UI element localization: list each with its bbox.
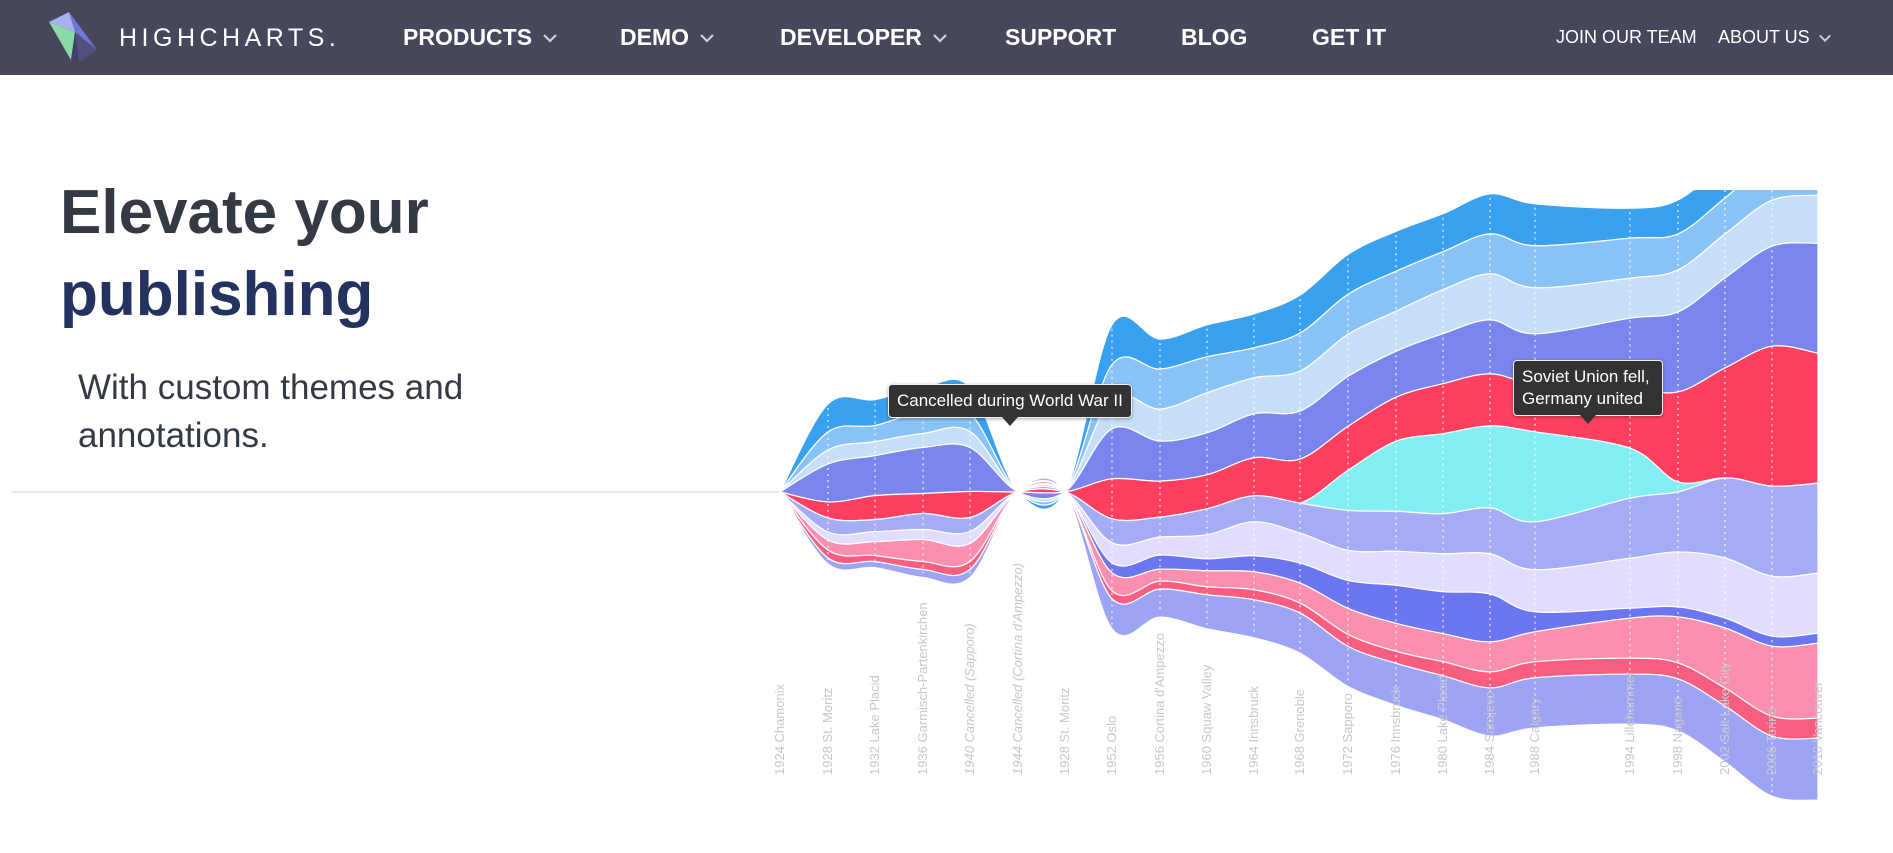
chevron-down-icon <box>1818 34 1831 42</box>
nav-get-it-label: GET IT <box>1312 24 1387 50</box>
nav-join-our-team[interactable]: JOIN OUR TEAM <box>1556 0 1697 75</box>
chevron-down-icon <box>700 33 714 43</box>
x-axis-label-22: 2010 Vancouver <box>1810 681 1825 775</box>
nav-blog-label: BLOG <box>1181 24 1248 50</box>
nav-about-us[interactable]: ABOUT US <box>1718 0 1832 75</box>
nav-demo[interactable]: DEMO <box>620 0 715 75</box>
x-axis-label-21: 2006 Torino <box>1764 707 1779 775</box>
chevron-down-icon <box>933 33 947 43</box>
x-axis-label-5: 1940 Cancelled (Sapporo) <box>962 623 977 775</box>
annotation-world-war: Cancelled during World War II <box>888 384 1132 426</box>
nav-support[interactable]: SUPPORT <box>1005 0 1116 75</box>
x-axis-label-11: 1964 Innsbruck <box>1246 686 1261 775</box>
x-axis-label-15: 1980 Lake Placid <box>1435 675 1450 775</box>
nav-demo-label: DEMO <box>620 24 689 50</box>
x-axis-label-6: 1944 Cancelled (Cortina d'Ampezzo) <box>1010 563 1025 775</box>
hero-subtitle: With custom themes and annotations. <box>78 368 464 455</box>
x-axis-label-1: 1924 Chamonix <box>772 683 787 775</box>
hero-title-line2: publishing <box>60 260 374 329</box>
annotation-soviet-union: Soviet Union fell, Germany united <box>1513 360 1663 424</box>
x-axis-label-14: 1976 Innsbruck <box>1388 686 1403 775</box>
x-axis-label-3: 1932 Lake Placid <box>867 675 882 775</box>
x-axis-label-12: 1968 Grenoble <box>1292 689 1307 775</box>
x-axis-label-8: 1952 Oslo <box>1104 716 1119 775</box>
nav-support-label: SUPPORT <box>1005 24 1117 50</box>
nav-products[interactable]: PRODUCTS <box>403 0 558 75</box>
x-axis-labels: 1924 Chamonix 1928 St. Moritz 1932 Lake Pl… <box>772 563 1825 775</box>
top-navbar: HIGHCHARTS. PRODUCTS DEMO DEVELOPER SUPP… <box>0 0 1893 75</box>
nav-about-us-label: ABOUT US <box>1718 27 1810 47</box>
x-axis-label-19: 1998 Nagano <box>1670 697 1685 775</box>
hero-title-line1: Elevate your <box>60 178 429 247</box>
x-axis-label-17: 1988 Calgary <box>1527 697 1542 775</box>
x-axis-label-20: 2002 Salt Lake City <box>1717 662 1732 775</box>
chevron-down-icon <box>543 33 557 43</box>
x-axis-label-7: 1928 St. Moritz <box>1057 688 1072 775</box>
annotation-world-war-text: Cancelled during World War II <box>897 391 1123 410</box>
nav-developer[interactable]: DEVELOPER <box>780 0 948 75</box>
nav-join-our-team-label: JOIN OUR TEAM <box>1556 27 1697 47</box>
stream-series-group <box>778 190 1819 800</box>
x-axis-label-2: 1928 St. Moritz <box>820 688 835 775</box>
highcharts-logo[interactable]: HIGHCHARTS. <box>45 10 355 66</box>
x-axis-label-13: 1972 Sapporo <box>1340 693 1355 775</box>
hero-title: Elevate your publishing <box>60 172 429 336</box>
x-axis-label-10: 1960 Squaw Valley <box>1199 664 1214 775</box>
nav-products-label: PRODUCTS <box>403 24 533 50</box>
baseline-divider <box>12 491 782 493</box>
nav-get-it[interactable]: GET IT <box>1312 0 1386 75</box>
stream-series-12[interactable] <box>779 477 1819 800</box>
nav-developer-label: DEVELOPER <box>780 24 922 50</box>
x-axis-label-9: 1956 Cortina d'Ampezzo <box>1152 633 1167 775</box>
annotation-soviet-union-text: Soviet Union fell, Germany united <box>1522 367 1650 408</box>
nav-blog[interactable]: BLOG <box>1181 0 1247 75</box>
x-axis-label-4: 1936 Garmisch-Partenkirchen <box>915 602 930 775</box>
x-axis-label-16: 1984 Sarajevo <box>1482 691 1497 775</box>
x-axis-label-18: 1994 Lillehammer <box>1622 671 1637 775</box>
logo-text: HIGHCHARTS. <box>119 23 341 52</box>
category-gridlines <box>827 190 1819 797</box>
highcharts-logo-icon <box>49 12 97 62</box>
streamgraph-chart[interactable]: 1924 Chamonix 1928 St. Moritz 1932 Lake Pl… <box>760 190 1885 800</box>
